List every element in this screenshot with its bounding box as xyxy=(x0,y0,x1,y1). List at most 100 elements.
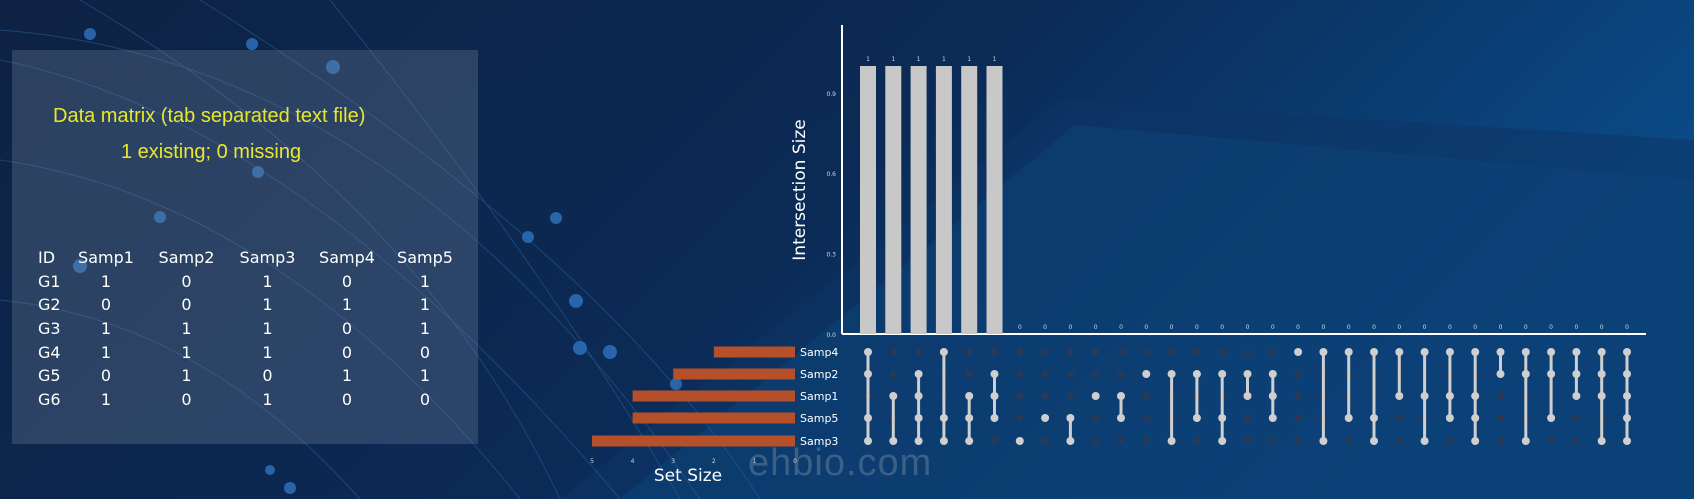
matrix-dot xyxy=(1269,348,1277,356)
table-cell: G1 xyxy=(38,271,61,291)
set-size-bar xyxy=(632,412,795,424)
table-cell: G4 xyxy=(38,342,61,362)
bar-value-label: 0 xyxy=(1043,324,1047,331)
matrix-dot xyxy=(1294,392,1302,400)
table-cell: 0 xyxy=(419,342,431,362)
bar-value-label: 0 xyxy=(1549,324,1553,331)
set-size-bar xyxy=(673,368,795,380)
table-cell: 0 xyxy=(181,271,192,291)
matrix-dot xyxy=(1294,437,1302,445)
matrix-dot xyxy=(1117,370,1125,378)
matrix-dot xyxy=(965,348,973,356)
table-cell: 0 xyxy=(262,366,273,386)
table-header-row: ID Samp1 Samp2 Samp3 Samp4 Samp5 xyxy=(38,246,464,270)
table-row: G6 1 0 1 0 0 xyxy=(38,388,464,412)
table-row: G5 0 1 0 1 1 xyxy=(38,364,464,388)
header-samp5: Samp5 xyxy=(397,248,453,268)
intersection-bar xyxy=(885,66,902,334)
set-size-tick-label: 1 xyxy=(752,458,756,465)
matrix-dot xyxy=(1041,437,1049,445)
matrix-dot xyxy=(1547,437,1555,445)
watermark: ehbio.com xyxy=(748,442,933,484)
matrix-dot xyxy=(1066,348,1074,356)
matrix-dot xyxy=(1572,437,1580,445)
matrix-dot xyxy=(1066,392,1074,400)
bar-value-label: 0 xyxy=(1195,324,1199,331)
bar-value-label: 0 xyxy=(1119,324,1123,331)
matrix-dot xyxy=(965,370,973,378)
intersection-bar xyxy=(961,66,978,334)
bar-value-label: 0 xyxy=(1372,324,1376,331)
matrix-dot xyxy=(1572,414,1580,422)
table-cell: 0 xyxy=(181,389,192,409)
table-cell: 1 xyxy=(100,271,112,291)
x-axis-label: Set Size xyxy=(654,466,722,486)
bar-value-label: 0 xyxy=(1170,324,1174,331)
matrix-dot xyxy=(1142,437,1150,445)
y-axis-label: Intersection Size xyxy=(790,119,810,260)
header-samp2: Samp2 xyxy=(158,248,215,268)
table-cell: 1 xyxy=(100,389,112,409)
matrix-dot xyxy=(1041,392,1049,400)
header-id: ID xyxy=(38,248,56,268)
matrix-dot xyxy=(1041,414,1050,422)
set-size-bar xyxy=(632,390,795,402)
matrix-dot xyxy=(1244,437,1251,445)
bar-value-label: 0 xyxy=(1144,324,1148,331)
matrix-dot xyxy=(1015,437,1024,445)
matrix-dot xyxy=(1244,414,1251,422)
table-cell: 1 xyxy=(181,319,192,339)
bar-value-label: 0 xyxy=(1574,324,1578,331)
panel-title: Data matrix (tab separated text file) xyxy=(53,105,366,127)
matrix-dot xyxy=(1041,370,1049,378)
set-name-label: Samp1 xyxy=(800,390,838,403)
bar-value-label: 1 xyxy=(891,56,895,63)
set-name-label: Samp5 xyxy=(800,412,838,425)
table-cell: 0 xyxy=(419,389,431,409)
table-cell: 1 xyxy=(419,295,431,315)
bar-value-label: 0 xyxy=(1473,324,1477,331)
table-cell: 1 xyxy=(262,342,273,362)
matrix-dot xyxy=(1497,437,1504,445)
panel-subtitle: 1 existing; 0 missing xyxy=(121,141,302,163)
header-samp1: Samp1 xyxy=(78,248,134,268)
table-cell: G6 xyxy=(38,389,61,409)
bar-value-label: 1 xyxy=(967,56,971,63)
matrix-dot xyxy=(1016,348,1024,356)
bar-value-label: 0 xyxy=(1321,324,1325,331)
set-size-tick-label: 5 xyxy=(590,458,594,465)
header-samp3: Samp3 xyxy=(239,248,296,268)
table-cell: 0 xyxy=(100,295,112,315)
matrix-dot xyxy=(1218,348,1226,356)
table-cell: 1 xyxy=(181,366,192,386)
intersection-bar xyxy=(860,66,876,334)
set-size-bar xyxy=(592,435,795,447)
matrix-dot xyxy=(1092,437,1100,445)
table-cell: 1 xyxy=(262,271,273,291)
set-size-tick-label: 4 xyxy=(631,458,635,465)
set-size-tick-label: 0 xyxy=(793,458,797,465)
matrix-dot xyxy=(1193,348,1201,356)
bar-value-label: 0 xyxy=(1296,324,1300,331)
bar-value-label: 0 xyxy=(1397,324,1401,331)
bar-value-label: 0 xyxy=(1246,324,1250,331)
table-cell: 1 xyxy=(100,342,112,362)
matrix-dot xyxy=(1193,437,1201,445)
set-name-label: Samp4 xyxy=(800,346,838,359)
table-cell: 1 xyxy=(262,319,273,339)
matrix-dot xyxy=(889,348,897,356)
matrix-dot xyxy=(1395,414,1403,422)
bar-value-label: 0 xyxy=(1271,324,1275,331)
table-row: G2 0 0 1 1 1 xyxy=(38,293,464,317)
matrix-dot xyxy=(1294,414,1302,422)
matrix-dot xyxy=(1446,437,1454,445)
y-tick-label: 0.6 xyxy=(826,171,836,178)
table-cell: 1 xyxy=(262,389,273,409)
bar-value-label: 1 xyxy=(866,56,870,63)
table-cell: 0 xyxy=(100,366,112,386)
bar-value-label: 1 xyxy=(917,56,921,63)
matrix-dot xyxy=(1142,414,1150,422)
bar-value-label: 0 xyxy=(1018,324,1022,331)
bar-value-label: 0 xyxy=(1499,324,1503,331)
